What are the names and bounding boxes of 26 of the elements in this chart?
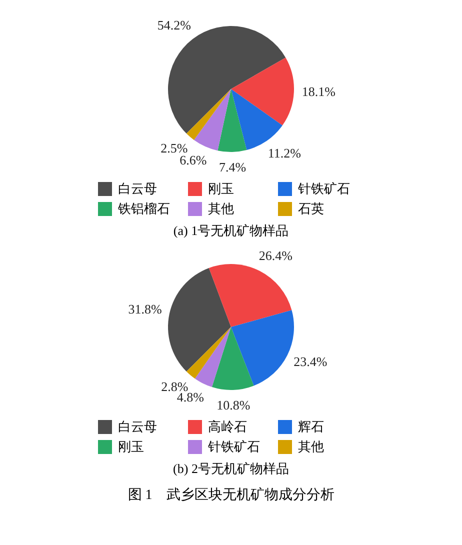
data-label: 2.8%: [161, 378, 188, 394]
data-label: 54.2%: [157, 18, 192, 33]
legend-label: 高岭石: [208, 419, 247, 436]
legend-label: 铁铝榴石: [118, 201, 170, 218]
legend-label: 白云母: [118, 181, 157, 198]
data-label: 18.1%: [302, 84, 336, 100]
data-label: 23.4%: [294, 354, 328, 369]
legend-label: 刚玉: [208, 181, 234, 198]
caption: 图 1 武乡区块无机矿物成分分析: [128, 486, 334, 504]
text: (b) 2号无机矿物样品: [173, 460, 289, 478]
legend-label: 其他: [298, 439, 324, 456]
legend-label: 其他: [208, 201, 234, 218]
legend-label: 白云母: [118, 419, 157, 436]
legend-label: 刚玉: [118, 439, 144, 456]
text: (a) 1号无机矿物样品: [173, 222, 289, 240]
legend-label: 针铁矿石: [298, 181, 350, 198]
data-label: 31.8%: [128, 302, 162, 317]
legend-label: 辉石: [298, 419, 324, 436]
data-label: 26.4%: [258, 248, 293, 264]
data-label: 2.5%: [160, 140, 188, 156]
data-label: 11.2%: [268, 145, 302, 160]
legend-label: 针铁矿石: [208, 439, 260, 456]
legend-label: 石英: [298, 201, 324, 218]
data-label: 6.6%: [180, 152, 207, 168]
data-label: 7.4%: [218, 159, 246, 174]
data-label: 10.8%: [216, 397, 250, 412]
